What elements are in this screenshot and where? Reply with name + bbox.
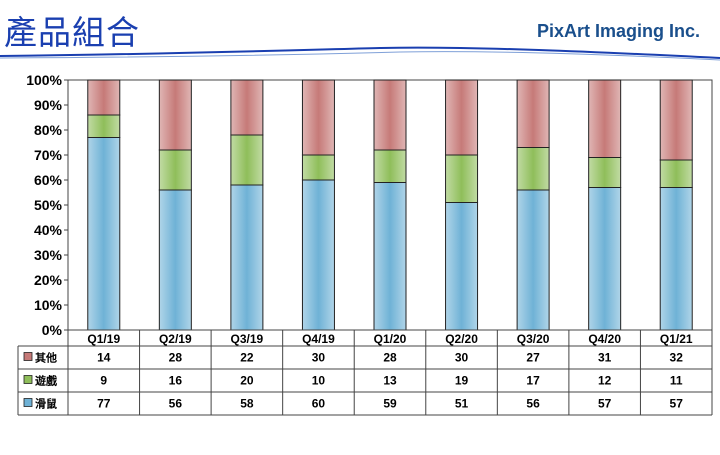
data-label: 9 [100, 374, 107, 388]
bar-segment [373, 182, 407, 331]
data-label: 58 [240, 397, 254, 411]
y-tick-label: 100% [26, 72, 62, 88]
bar-segment [445, 202, 479, 331]
data-label: 57 [670, 397, 684, 411]
bar-segment [659, 187, 693, 331]
x-tick-label: Q1/21 [660, 332, 693, 346]
y-tick-label: 50% [34, 197, 63, 213]
data-label: 27 [526, 351, 540, 365]
data-label: 10 [312, 374, 326, 388]
bar-segment [158, 189, 192, 331]
bar-segment [87, 137, 121, 331]
data-label: 28 [383, 351, 397, 365]
data-label: 16 [169, 374, 183, 388]
bar-segment [373, 149, 407, 183]
x-tick-label: Q1/20 [374, 332, 407, 346]
stacked-bar-chart: 0% 10% 20% 30% 40% 50% 60% 70% 80% 90% 100% Q1/19 Q2… [17, 72, 713, 416]
bar-segment [87, 79, 121, 116]
data-label: 60 [312, 397, 326, 411]
bar-segment [158, 149, 192, 191]
bar-segment [301, 79, 335, 156]
bar-segment [516, 79, 550, 148]
bar-segment [373, 79, 407, 151]
legend-label: 滑鼠 [35, 397, 57, 411]
y-tick-label: 30% [34, 247, 63, 263]
bar-segment [301, 179, 335, 331]
bar-segment [588, 79, 622, 158]
bar-segment [445, 154, 479, 203]
data-label: 32 [670, 351, 684, 365]
x-tick-label: Q2/19 [159, 332, 192, 346]
bar-segment [588, 157, 622, 188]
data-label: 28 [169, 351, 183, 365]
x-tick-label: Q2/20 [445, 332, 478, 346]
data-label: 14 [97, 351, 111, 365]
bar-segment [659, 159, 693, 188]
data-label: 22 [240, 351, 254, 365]
legend-swatch [23, 398, 33, 407]
header-swoosh [0, 46, 720, 61]
x-tick-label: Q3/20 [517, 332, 550, 346]
bar-segment [158, 79, 192, 151]
bar-segment [230, 79, 264, 136]
bar-segment [516, 189, 550, 331]
legend-label: 遊戲 [35, 374, 58, 388]
y-tick-label: 90% [34, 97, 63, 113]
data-label: 31 [598, 351, 612, 365]
data-label: 12 [598, 374, 612, 388]
x-tick-label: Q4/19 [302, 332, 335, 346]
data-label: 59 [383, 397, 397, 411]
data-label: 20 [240, 374, 254, 388]
y-tick-label: 80% [34, 122, 63, 138]
bar-segment [588, 187, 622, 331]
bar-segment [87, 114, 121, 138]
y-tick-label: 70% [34, 147, 63, 163]
x-tick-label: Q4/20 [588, 332, 621, 346]
bar-segment [445, 79, 479, 156]
x-tick-label: Q3/19 [231, 332, 264, 346]
data-label: 19 [455, 374, 469, 388]
legend-swatch [23, 375, 33, 384]
y-tick-label: 0% [42, 322, 63, 338]
y-tick-label: 60% [34, 172, 63, 188]
legend-swatch [23, 352, 33, 361]
data-label: 13 [383, 374, 397, 388]
data-label: 56 [526, 397, 540, 411]
data-label: 30 [455, 351, 469, 365]
y-tick-label: 10% [34, 297, 63, 313]
y-tick-label: 40% [34, 222, 63, 238]
data-label: 17 [526, 374, 540, 388]
legend-label: 其他 [35, 351, 57, 365]
data-label: 77 [97, 397, 111, 411]
data-label: 51 [455, 397, 469, 411]
bar-segment [659, 79, 693, 161]
bar-segment [230, 134, 264, 186]
y-tick-label: 20% [34, 272, 63, 288]
data-label: 30 [312, 351, 326, 365]
bar-segment [516, 147, 550, 191]
brand-logo-text: PixArt Imaging Inc. [536, 21, 700, 41]
page-title: 產品組合 [4, 13, 140, 52]
data-label: 57 [598, 397, 612, 411]
bar-segment [301, 154, 335, 181]
data-label: 11 [670, 374, 683, 388]
bar-segment [230, 184, 264, 331]
data-label: 56 [169, 397, 183, 411]
x-tick-label: Q1/19 [87, 332, 120, 346]
